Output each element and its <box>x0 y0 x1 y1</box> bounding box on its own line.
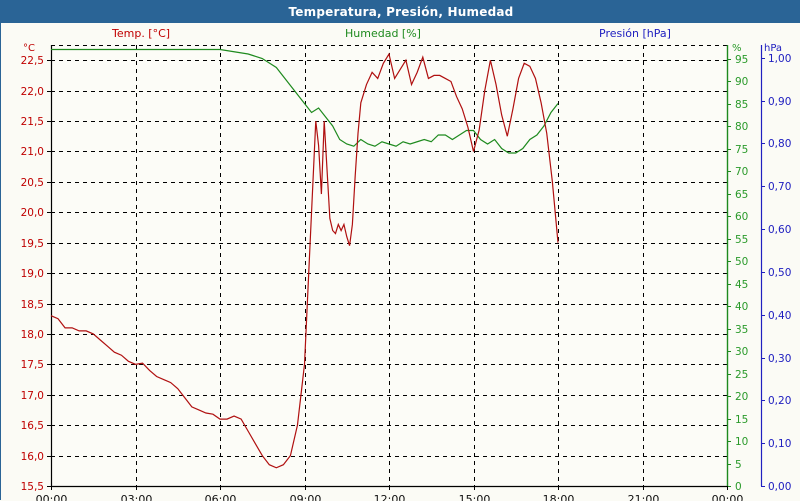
svg-text:5: 5 <box>735 459 742 471</box>
axis-unit-humidity: % <box>732 43 742 54</box>
svg-text:18,5: 18,5 <box>21 299 44 311</box>
axis-ticks-temperature: 22,5 22,0 21,5 21,0 20,5 20,0 19,5 19,0 18,5 18,0… <box>21 55 51 493</box>
svg-text:15: 15 <box>735 414 748 426</box>
svg-text:90: 90 <box>735 76 748 88</box>
svg-text:80: 80 <box>735 121 748 133</box>
svg-text:0,80: 0,80 <box>768 138 791 150</box>
svg-text:00:00: 00:00 <box>712 493 744 501</box>
svg-text:25: 25 <box>735 369 748 381</box>
svg-text:20: 20 <box>735 391 748 403</box>
window-titlebar: Temperatura, Presión, Humedad <box>1 1 800 23</box>
svg-text:15,5: 15,5 <box>21 481 44 493</box>
svg-text:30: 30 <box>735 346 748 358</box>
svg-text:16,0: 16,0 <box>21 451 44 463</box>
svg-text:22,5: 22,5 <box>21 55 44 67</box>
legend-item-pressure: Presión [hPa] <box>599 27 671 40</box>
svg-text:06:00: 06:00 <box>205 493 237 501</box>
chart-plot: 22,5 22,0 21,5 21,0 20,5 20,0 19,5 19,0 18,5 18,0… <box>21 45 791 501</box>
svg-text:20,0: 20,0 <box>21 207 44 219</box>
svg-text:0,90: 0,90 <box>768 96 791 108</box>
window-title: Temperatura, Presión, Humedad <box>288 5 514 19</box>
svg-text:19,5: 19,5 <box>21 238 44 250</box>
series-line-humidity <box>51 48 559 154</box>
svg-text:60: 60 <box>735 211 748 223</box>
svg-text:95: 95 <box>735 54 748 66</box>
grid-vertical <box>136 45 644 486</box>
svg-text:70: 70 <box>735 166 748 178</box>
svg-text:03:00: 03:00 <box>121 493 153 501</box>
svg-text:15:00: 15:00 <box>459 493 491 501</box>
axis-unit-temperature: °C <box>23 43 35 54</box>
svg-text:22,0: 22,0 <box>21 86 44 98</box>
svg-text:35: 35 <box>735 324 748 336</box>
chart-legend: Temp. [°C] Humedad [%] Presión [hPa] <box>1 27 800 43</box>
axis-ticks-pressure: 1,00 0,90 0,80 0,70 0,60 0,50 0,40 0,30 0,20 0,10… <box>761 53 791 493</box>
svg-text:65: 65 <box>735 189 748 201</box>
legend-item-temperature: Temp. [°C] <box>112 27 171 40</box>
svg-text:0,10: 0,10 <box>768 438 791 450</box>
svg-text:75: 75 <box>735 144 748 156</box>
series-line-temperature <box>50 52 559 469</box>
svg-text:17,5: 17,5 <box>21 359 44 371</box>
svg-text:0,70: 0,70 <box>768 181 791 193</box>
svg-text:45: 45 <box>735 279 748 291</box>
svg-text:00:00: 00:00 <box>36 493 68 501</box>
svg-text:0,60: 0,60 <box>768 224 791 236</box>
svg-text:09:00: 09:00 <box>290 493 322 501</box>
axis-unit-pressure: hPa <box>764 43 783 54</box>
svg-text:0: 0 <box>735 481 742 493</box>
axis-ticks-time: 00:0019/10/2503:0019/10/2506:0019/10/250… <box>36 486 744 501</box>
svg-text:20,5: 20,5 <box>21 177 44 189</box>
svg-text:19,0: 19,0 <box>21 268 44 280</box>
svg-text:18,0: 18,0 <box>21 329 44 341</box>
svg-text:1,00: 1,00 <box>768 53 791 65</box>
svg-text:21:00: 21:00 <box>628 493 660 501</box>
svg-text:55: 55 <box>735 234 748 246</box>
svg-text:0,20: 0,20 <box>768 395 791 407</box>
svg-text:50: 50 <box>735 256 748 268</box>
svg-text:10: 10 <box>735 436 748 448</box>
legend-item-humidity: Humedad [%] <box>345 27 421 40</box>
svg-text:17,0: 17,0 <box>21 390 44 402</box>
svg-text:21,0: 21,0 <box>21 146 44 158</box>
svg-text:18:00: 18:00 <box>543 493 575 501</box>
svg-text:0,40: 0,40 <box>768 310 791 322</box>
svg-text:12:00: 12:00 <box>374 493 406 501</box>
svg-text:40: 40 <box>735 301 748 313</box>
svg-text:16,5: 16,5 <box>21 420 44 432</box>
svg-text:0,30: 0,30 <box>768 353 791 365</box>
svg-text:21,5: 21,5 <box>21 116 44 128</box>
svg-text:85: 85 <box>735 99 748 111</box>
chart-area: Temp. [°C] Humedad [%] Presión [hPa] °C … <box>1 23 800 501</box>
svg-text:0,00: 0,00 <box>768 481 791 493</box>
svg-text:0,50: 0,50 <box>768 267 791 279</box>
